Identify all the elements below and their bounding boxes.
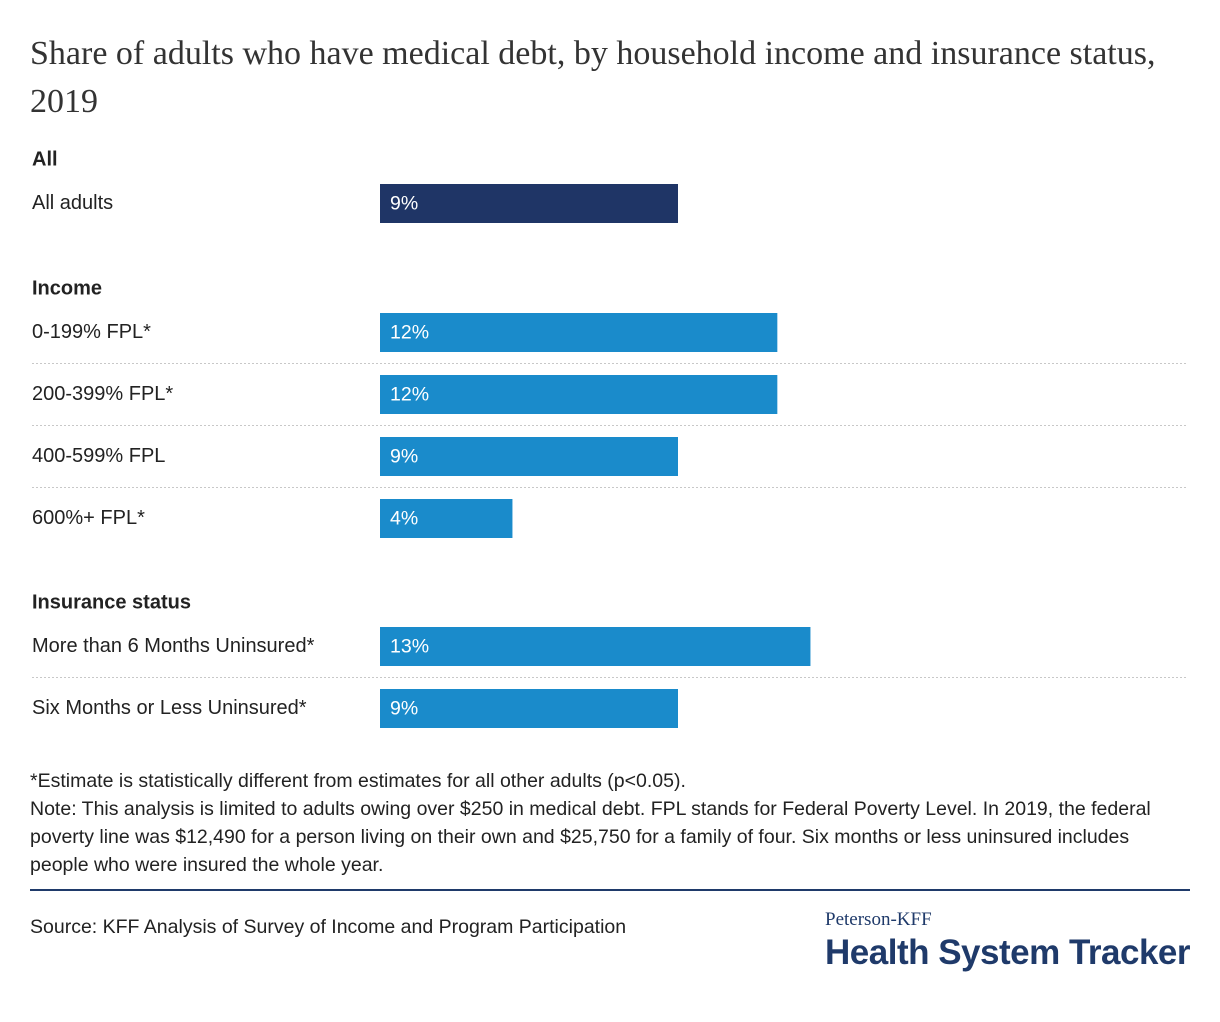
- tracker-logo: Peterson-KFF Health System Tracker: [825, 908, 1190, 974]
- note-footnote: Note: This analysis is limited to adults…: [30, 798, 1151, 876]
- bar-value-label: 12%: [390, 384, 429, 406]
- category-label: Six Months or Less Uninsured*: [32, 697, 307, 719]
- logo-small-text: Peterson-KFF: [825, 909, 932, 930]
- bar: [380, 689, 678, 728]
- bar-value-label: 12%: [390, 322, 429, 344]
- bar-value-label: 13%: [390, 636, 429, 658]
- source-note: Source: KFF Analysis of Survey of Income…: [30, 916, 627, 938]
- group-heading: Insurance status: [32, 591, 191, 613]
- category-label: More than 6 Months Uninsured*: [32, 635, 315, 657]
- group-heading: All: [32, 148, 58, 170]
- logo-big-text: Health System Tracker: [825, 933, 1190, 972]
- bar-value-label: 9%: [390, 446, 418, 468]
- category-label: 400-599% FPL: [32, 445, 165, 467]
- bar: [380, 375, 778, 414]
- bar-value-label: 9%: [390, 193, 418, 215]
- footer-divider: [30, 889, 1190, 891]
- category-label: 200-399% FPL*: [32, 383, 173, 405]
- category-label: 600%+ FPL*: [32, 507, 145, 529]
- bar: [380, 499, 513, 538]
- bar: [380, 437, 678, 476]
- category-label: All adults: [32, 192, 113, 214]
- bar: [380, 184, 678, 223]
- bar: [380, 313, 778, 352]
- significance-footnote: *Estimate is statistically different fro…: [30, 770, 686, 792]
- group-heading: Income: [32, 277, 102, 299]
- bar: [380, 627, 811, 666]
- chart-title: Share of adults who have medical debt, b…: [30, 35, 1156, 120]
- bar-chart: All All adults 9% Income 0-199% FPL* 12% 200-3…: [32, 148, 1188, 728]
- bar-value-label: 9%: [390, 698, 418, 720]
- bar-value-label: 4%: [390, 508, 418, 530]
- category-label: 0-199% FPL*: [32, 321, 151, 343]
